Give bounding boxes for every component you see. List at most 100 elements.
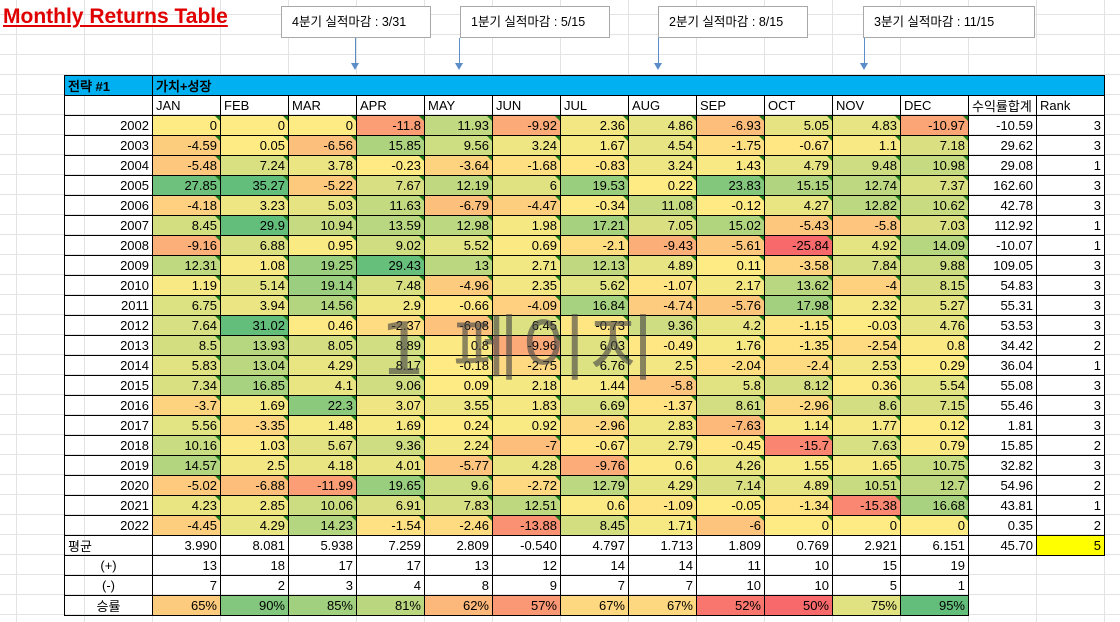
return-cell: 7.63 xyxy=(832,435,901,456)
return-cell: -4.45 xyxy=(152,515,221,536)
sum-cell: 42.78 xyxy=(968,195,1037,216)
column-header: OCT xyxy=(764,95,833,116)
return-cell: -15.38 xyxy=(832,495,901,516)
table-row: 2007 8.45 29.9 10.94 13.59 12.98 1.98 17.21 7.05… xyxy=(64,215,1105,236)
return-cell: 19.25 xyxy=(288,255,357,276)
return-cell: -3.58 xyxy=(764,255,833,276)
year-cell: 2004 xyxy=(64,155,153,176)
table-row: 2003 -4.59 0.05 -6.56 15.85 9.56 3.24 1.67 4.54-… xyxy=(64,135,1105,156)
sum-cell: 36.04 xyxy=(968,355,1037,376)
return-cell: 2.85 xyxy=(220,495,289,516)
negative-count-cell: 10 xyxy=(696,575,765,596)
column-header: MAR xyxy=(288,95,357,116)
positive-count-cell: 18 xyxy=(220,555,289,576)
rank-cell: 2 xyxy=(1036,475,1105,496)
column-header: FEB xyxy=(220,95,289,116)
return-cell: 6.75 xyxy=(152,295,221,316)
return-cell: 0.69 xyxy=(492,235,561,256)
year-cell: 2008 xyxy=(64,235,153,256)
return-cell: 3.94 xyxy=(220,295,289,316)
return-cell: 12.13 xyxy=(560,255,629,276)
return-cell: 1.76 xyxy=(696,335,765,356)
return-cell: 12.31 xyxy=(152,255,221,276)
sum-cell: 54.96 xyxy=(968,475,1037,496)
return-cell: -2.96 xyxy=(560,415,629,436)
return-cell: 6 xyxy=(492,175,561,196)
return-cell: 7.64 xyxy=(152,315,221,336)
return-cell: 4.28 xyxy=(492,455,561,476)
return-cell: 4.1 xyxy=(288,375,357,396)
return-cell: -5.48 xyxy=(152,155,221,176)
rank-cell: 1 xyxy=(1036,495,1105,516)
negative-count-cell: 1 xyxy=(900,575,969,596)
return-cell: 11.93 xyxy=(424,115,493,136)
return-cell: 3.55 xyxy=(424,395,493,416)
return-cell: 0.29 xyxy=(900,355,969,376)
return-cell: -0.83 xyxy=(560,155,629,176)
rank-cell: 3 xyxy=(1036,255,1105,276)
rank-cell: 3 xyxy=(1036,395,1105,416)
positive-count-cell: 17 xyxy=(288,555,357,576)
column-header: SEP xyxy=(696,95,765,116)
return-cell: 2.24 xyxy=(424,435,493,456)
sum-cell: 29.62 xyxy=(968,135,1037,156)
return-cell: -5.02 xyxy=(152,475,221,496)
return-cell: 19.65 xyxy=(356,475,425,496)
return-cell: -6 xyxy=(696,515,765,536)
sum-cell: 43.81 xyxy=(968,495,1037,516)
return-cell: 7.14 xyxy=(696,475,765,496)
arrow-head-icon xyxy=(654,63,662,70)
return-cell: -3.35 xyxy=(220,415,289,436)
return-cell: -0.67 xyxy=(560,435,629,456)
return-cell: 6.76 xyxy=(560,355,629,376)
return-cell: 0.79 xyxy=(900,435,969,456)
return-cell: 8.15 xyxy=(900,275,969,296)
return-cell: 7.03 xyxy=(900,215,969,236)
return-cell: -6.93 xyxy=(696,115,765,136)
table-row: 2021 4.23 2.85 10.06 6.91 7.83 12.51 0.6 -1.09 -0… xyxy=(64,495,1105,516)
sum-cell: 34.42 xyxy=(968,335,1037,356)
return-cell: 7.48 xyxy=(356,275,425,296)
sum-cell: 55.31 xyxy=(968,295,1037,316)
return-cell: 5.62 xyxy=(560,275,629,296)
return-cell: 8.61 xyxy=(696,395,765,416)
return-cell: 7.84 xyxy=(832,255,901,276)
table-row: 2012 7.64 31.02 0.46 -2.37 -6.08 6.45 -0.73 9.36… xyxy=(64,315,1105,336)
empty-cell xyxy=(1037,576,1105,596)
return-cell: 5.52 xyxy=(424,235,493,256)
return-cell: 6.91 xyxy=(356,495,425,516)
return-cell: 7.24 xyxy=(220,155,289,176)
return-cell: 1.08 xyxy=(220,255,289,276)
return-cell: 12.74 xyxy=(832,175,901,196)
return-cell: -1.75 xyxy=(696,135,765,156)
callout-arrow-2 xyxy=(459,38,460,63)
table-row: 2019 14.57 2.5 4.18 4.01 -5.77 4.28 -9.76 0.6 4.2… xyxy=(64,455,1105,476)
rank-cell: 1 xyxy=(1036,355,1105,376)
return-cell: 1.83 xyxy=(492,395,561,416)
return-cell: 17.21 xyxy=(560,215,629,236)
callout-box-1: 4분기 실적마감 : 3/31 xyxy=(281,6,431,38)
return-cell: 12.98 xyxy=(424,215,493,236)
return-cell: 1.48 xyxy=(288,415,357,436)
year-cell: 2013 xyxy=(64,335,153,356)
return-cell: 7.34 xyxy=(152,375,221,396)
return-cell: 7.18 xyxy=(900,135,969,156)
return-cell: 22.3 xyxy=(288,395,357,416)
return-cell: -15.7 xyxy=(764,435,833,456)
return-cell: 1.55 xyxy=(764,455,833,476)
return-cell: -2.72 xyxy=(492,475,561,496)
return-cell: 0.8 xyxy=(900,335,969,356)
return-cell: 29.43 xyxy=(356,255,425,276)
return-cell: 0 xyxy=(900,515,969,536)
return-cell: 12.7 xyxy=(900,475,969,496)
return-cell: -2.96 xyxy=(764,395,833,416)
return-cell: -1.54 xyxy=(356,515,425,536)
return-cell: 7.15 xyxy=(900,395,969,416)
return-cell: 9.36 xyxy=(356,435,425,456)
return-cell: 9.36 xyxy=(628,315,697,336)
year-cell: 2015 xyxy=(64,375,153,396)
return-cell: -1.07 xyxy=(628,275,697,296)
return-cell: -5.22 xyxy=(288,175,357,196)
return-cell: 9.06 xyxy=(356,375,425,396)
return-cell: 14.09 xyxy=(900,235,969,256)
